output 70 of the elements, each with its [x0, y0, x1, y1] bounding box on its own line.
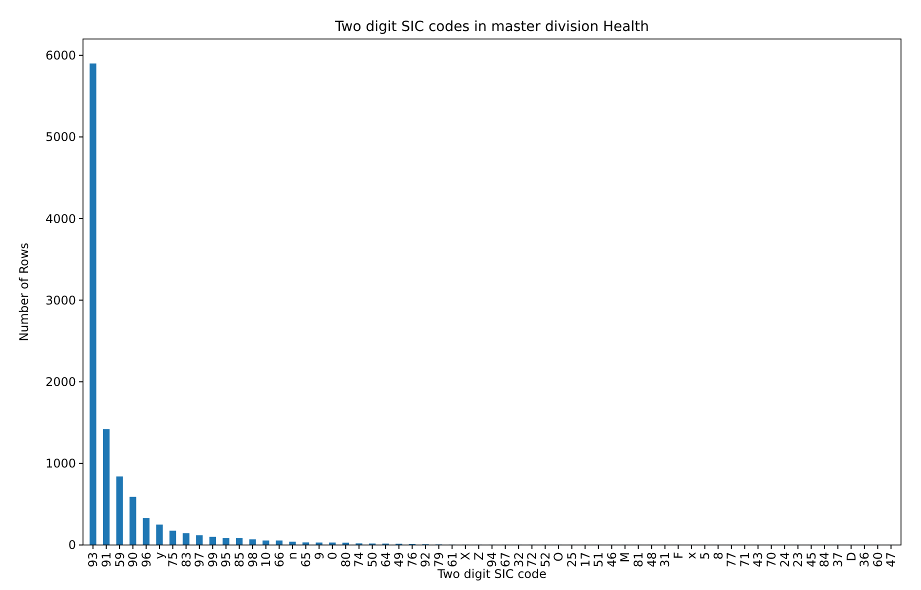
x-tick-label: 61 [445, 552, 460, 568]
x-tick-label: 64 [378, 552, 393, 568]
x-tick-label: 70 [764, 552, 779, 568]
x-tick-label: 48 [644, 552, 659, 568]
x-tick-label: M [618, 552, 632, 562]
x-tick-label: 65 [298, 552, 313, 568]
x-tick-label: 59 [112, 552, 127, 568]
x-tick-label: 95 [219, 552, 234, 568]
x-tick-label: 75 [166, 552, 180, 568]
x-tick-label: 77 [724, 552, 739, 568]
x-tick-label: 98 [246, 552, 260, 568]
x-tick-label: Z [472, 552, 486, 560]
x-tick-label: 76 [405, 552, 420, 568]
x-tick-label: 67 [498, 552, 512, 568]
x-tick-label: F [671, 552, 686, 559]
x-tick-label: 51 [592, 552, 606, 568]
x-tick-label: y [152, 552, 167, 560]
y-tick-label: 3000 [45, 293, 76, 308]
x-tick-label: 24 [778, 552, 792, 568]
x-tick-label: 99 [206, 552, 220, 568]
x-tick-label: 50 [365, 552, 380, 568]
x-tick-label: 43 [751, 552, 766, 568]
y-tick-label: 1000 [45, 456, 76, 471]
x-tick-label: 60 [870, 552, 885, 568]
x-tick-label: 79 [432, 552, 446, 568]
x-tick-label: 52 [538, 552, 552, 568]
y-tick-label: 6000 [45, 48, 76, 63]
x-tick-label: 90 [126, 552, 140, 568]
x-tick-label: 92 [418, 552, 433, 568]
x-tick-label: 49 [392, 552, 406, 568]
x-tick-label: 71 [738, 552, 752, 568]
x-tick-label: 72 [525, 552, 540, 568]
x-tick-label: 66 [272, 552, 286, 568]
x-tick-label: 45 [804, 552, 818, 568]
x-tick-label: 91 [99, 552, 114, 568]
x-tick-label: 84 [818, 552, 832, 568]
x-tick-label: X [458, 552, 473, 560]
x-tick-label: 93 [86, 552, 100, 568]
x-tick-label: 23 [791, 552, 806, 568]
x-tick-label: 8 [711, 552, 726, 560]
x-tick-label: O [552, 552, 566, 562]
x-tick-label: 25 [565, 552, 580, 568]
x-tick-label: 9 [312, 552, 326, 560]
x-tick-label: 94 [485, 552, 500, 568]
chart-title: Two digit SIC codes in master division Health [334, 19, 649, 35]
x-axis-title: Two digit SIC code [436, 567, 547, 581]
y-tick-label: 4000 [45, 212, 76, 226]
x-tick-label: 5 [698, 552, 712, 560]
x-tick-label: n [286, 552, 300, 560]
x-tick-label: 31 [658, 552, 672, 568]
x-tick-label: 37 [831, 552, 846, 568]
x-tick-label: 80 [338, 552, 353, 568]
x-tick-label: D [844, 552, 858, 562]
x-tick-label: 81 [632, 552, 646, 568]
x-tick-label: x [684, 552, 699, 560]
x-tick-label: 32 [512, 552, 526, 568]
y-tick-label: 2000 [45, 374, 76, 389]
x-tick-label: 10 [259, 552, 274, 568]
y-tick-label: 5000 [45, 130, 76, 144]
x-tick-label: 46 [604, 552, 619, 568]
y-axis-title: Number of Rows [17, 242, 32, 342]
x-tick-label: 36 [858, 552, 872, 568]
x-tick-label: 47 [884, 552, 898, 568]
x-tick-label: 0 [326, 552, 340, 560]
x-tick-label: 85 [232, 552, 246, 568]
x-tick-label: 74 [352, 552, 366, 568]
x-tick-label: 17 [578, 552, 592, 568]
x-tick-label: 83 [179, 552, 194, 568]
x-tick-label: 96 [139, 552, 154, 568]
x-tick-label: 97 [192, 552, 207, 568]
